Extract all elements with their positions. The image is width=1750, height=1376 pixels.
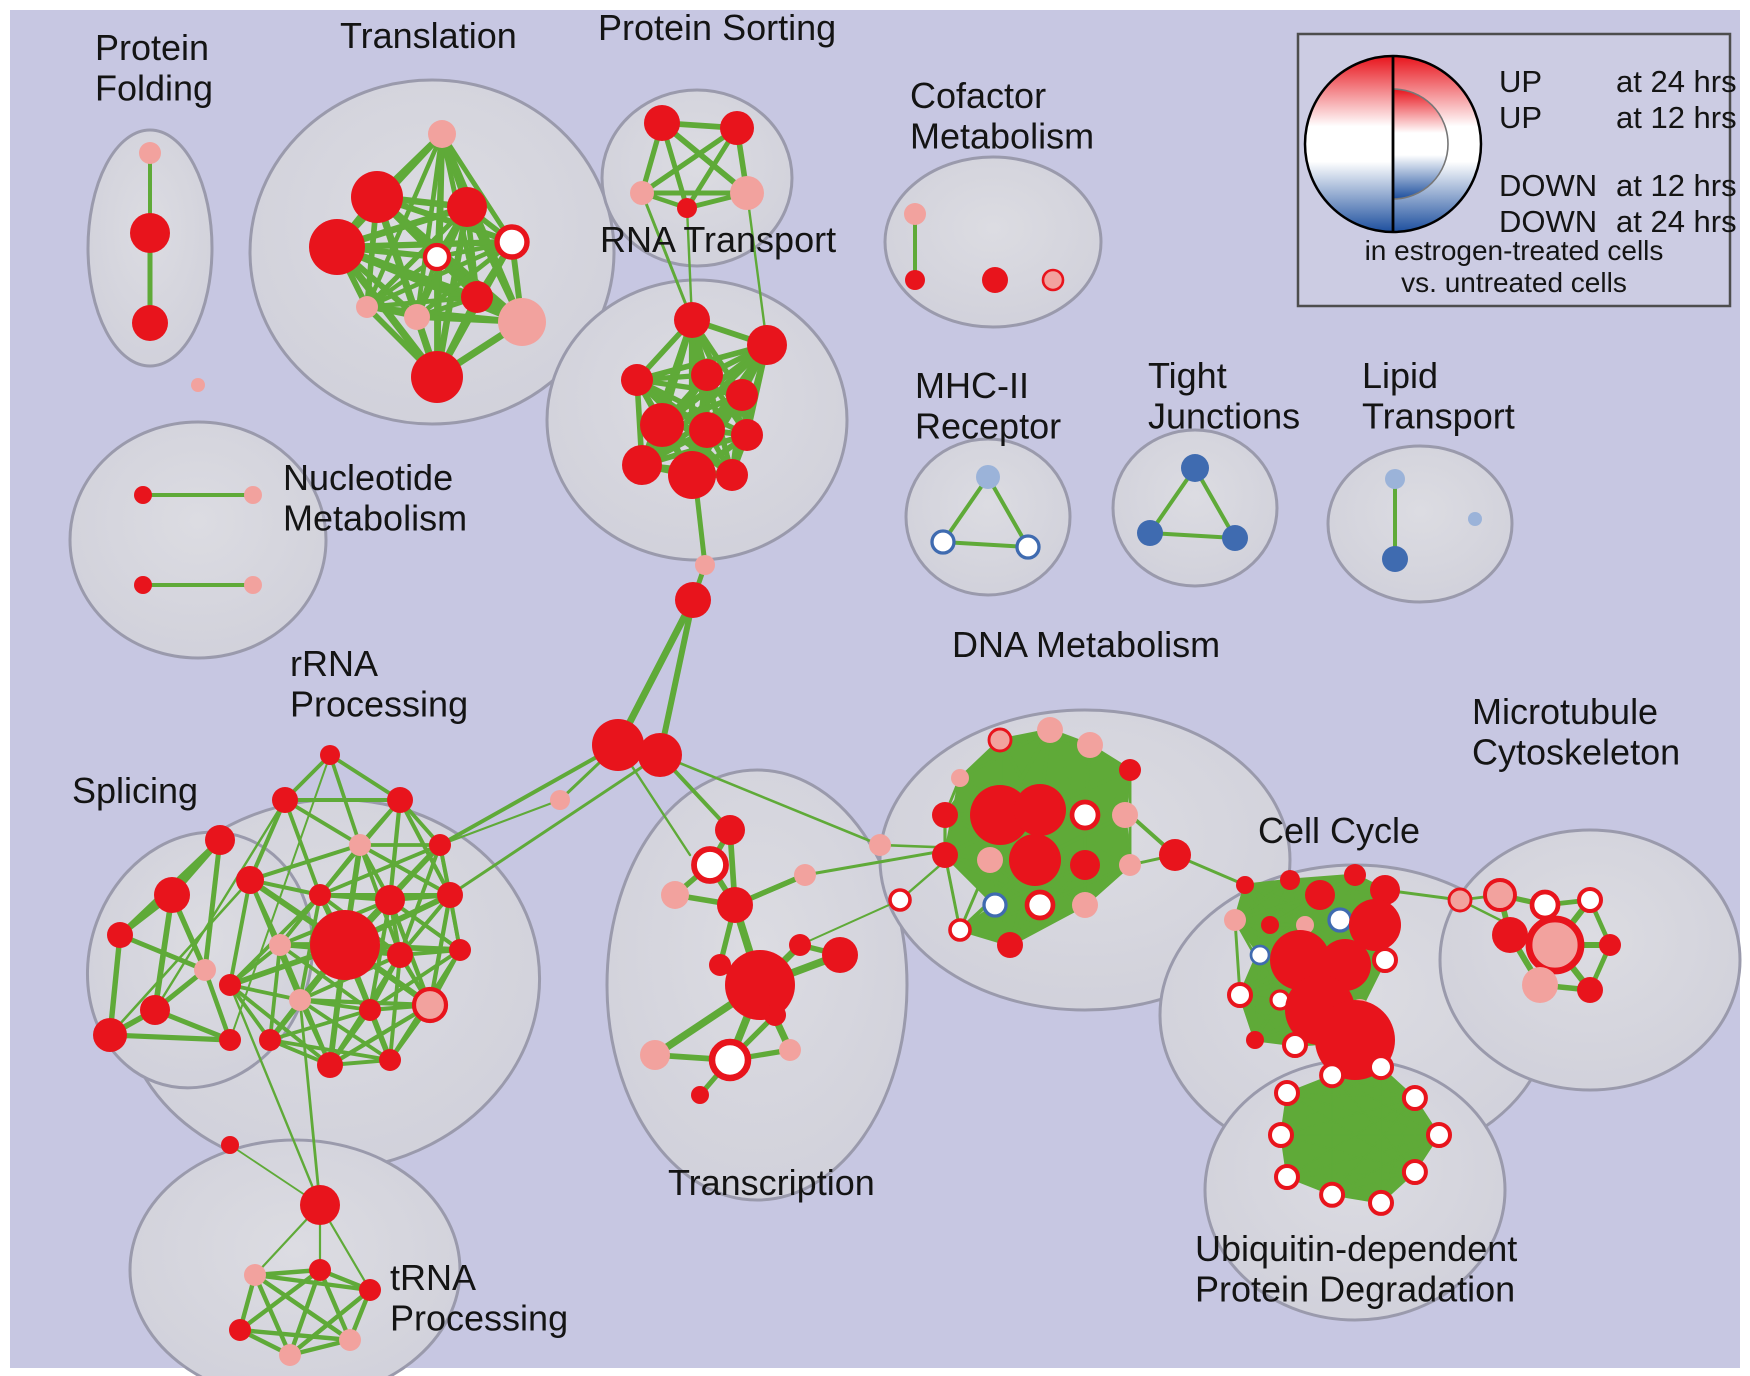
- svg-text:at 24 hrs: at 24 hrs: [1616, 64, 1737, 99]
- svg-text:at 12 hrs: at 12 hrs: [1616, 100, 1737, 135]
- svg-text:DOWN: DOWN: [1499, 204, 1597, 239]
- svg-text:at 12 hrs: at 12 hrs: [1616, 168, 1737, 203]
- svg-text:in estrogen-treated cells: in estrogen-treated cells: [1365, 235, 1664, 266]
- svg-text:DNA Metabolism: DNA Metabolism: [952, 624, 1220, 665]
- svg-text:Protein Sorting: Protein Sorting: [598, 7, 836, 48]
- svg-text:vs. untreated cells: vs. untreated cells: [1401, 267, 1627, 298]
- svg-text:Splicing: Splicing: [72, 770, 198, 811]
- svg-text:DOWN: DOWN: [1499, 168, 1597, 203]
- svg-text:Transcription: Transcription: [668, 1162, 875, 1203]
- svg-text:UP: UP: [1499, 100, 1542, 135]
- svg-text:RNA Transport: RNA Transport: [600, 219, 836, 260]
- svg-text:at 24 hrs: at 24 hrs: [1616, 204, 1737, 239]
- svg-text:UP: UP: [1499, 64, 1542, 99]
- svg-text:Translation: Translation: [340, 15, 517, 56]
- svg-text:Cell Cycle: Cell Cycle: [1258, 810, 1420, 851]
